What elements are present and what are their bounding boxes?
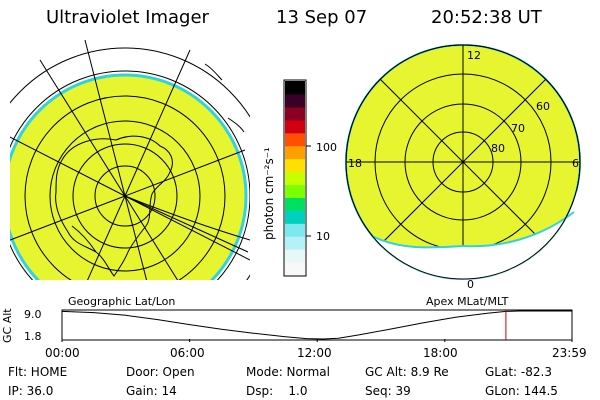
colorbar	[283, 79, 311, 277]
colorbar-tick-label-100: 100	[316, 141, 337, 154]
altitude-xtick-1800: 18:00	[423, 346, 458, 360]
altitude-ytick-9: 9.0	[24, 308, 42, 321]
apex-lat-label-80: 80	[491, 142, 505, 155]
coastline-detail	[204, 63, 223, 81]
apex-mlt-label-18: 18	[348, 157, 362, 170]
colorbar-segment	[285, 145, 305, 160]
status-glat: GLat: -82.3	[485, 365, 552, 379]
colorbar-segment	[285, 236, 305, 250]
apex-mlt-label-6: 6	[572, 157, 579, 170]
status-dsp: Dsp: 1.0	[246, 384, 308, 398]
colorbar-segment	[285, 119, 305, 134]
altitude-xtick-2359: 23:59	[552, 346, 587, 360]
coastline-detail	[71, 225, 97, 253]
altitude-plot-frame	[61, 309, 573, 341]
colorbar-segment	[285, 197, 305, 211]
status-door: Door: Open	[126, 365, 195, 379]
altitude-xtick-0600: 06:00	[170, 346, 205, 360]
colorbar-segment	[285, 158, 305, 173]
apex-outer-circle	[345, 44, 581, 280]
status-ip: IP: 36.0	[8, 384, 54, 398]
colorbar-segment	[285, 210, 305, 224]
colorbar-unit-label: photon cm⁻²s⁻¹	[262, 147, 276, 240]
altitude-xtick-1200: 12:00	[297, 346, 332, 360]
geo-lat-circle	[24, 95, 226, 280]
apex-mlt-lines	[346, 45, 580, 279]
colorbar-tick-label-10: 10	[316, 230, 330, 243]
colorbar-segment	[285, 106, 305, 121]
colorbar-segment	[285, 262, 305, 276]
geo-lat-circle	[72, 143, 178, 249]
coastline-detail	[124, 195, 250, 241]
time-label: 20:52:38 UT	[431, 7, 542, 28]
altitude-ylabel: GC Alt	[1, 308, 14, 343]
status-gain: Gain: 14	[126, 384, 177, 398]
apex-mlt-label-12: 12	[467, 49, 481, 62]
apex-lat-label-70: 70	[511, 122, 525, 135]
geo-emission-disk	[10, 73, 248, 280]
geo-lat-circle	[49, 120, 201, 272]
geo-lat-circle	[94, 165, 156, 227]
status-mode: Mode: Normal	[246, 365, 330, 379]
geo-lat-circle	[10, 70, 250, 280]
colorbar-segment	[285, 132, 305, 147]
antarctica-coastline	[55, 135, 173, 277]
status-gcalt: GC Alt: 8.9 Re	[365, 365, 449, 379]
status-flt: Flt: HOME	[8, 365, 68, 379]
altitude-xtick-0000: 00:00	[45, 346, 80, 360]
instrument-title: Ultraviolet Imager	[46, 7, 209, 28]
coastline-detail	[227, 117, 245, 133]
colorbar-segment	[285, 184, 305, 198]
apex-disk-edge	[371, 211, 575, 249]
geo-lat-circle	[10, 47, 250, 280]
status-glon: GLon: 144.5	[485, 384, 558, 398]
altitude-ytick-1.8: 1.8	[24, 330, 42, 343]
colorbar-segment	[285, 223, 305, 237]
geo-meridians	[10, 40, 250, 280]
apex-mlt-label-0: 0	[467, 278, 474, 291]
date-label: 13 Sep 07	[276, 7, 368, 28]
geo-panel-caption: Geographic Lat/Lon	[68, 295, 176, 308]
altitude-series-line	[61, 310, 572, 340]
colorbar-segment	[285, 249, 305, 263]
altitude-x-ticks	[61, 339, 573, 342]
apex-lat-label-60: 60	[536, 100, 550, 113]
apex-panel-caption: Apex MLat/MLT	[426, 295, 509, 308]
colorbar-segment	[285, 171, 305, 186]
apex-no-data-region	[372, 170, 580, 280]
status-seq: Seq: 39	[365, 384, 411, 398]
colorbar-segment	[285, 93, 305, 108]
colorbar-segment	[285, 81, 305, 95]
colorbar-frame	[283, 79, 307, 277]
